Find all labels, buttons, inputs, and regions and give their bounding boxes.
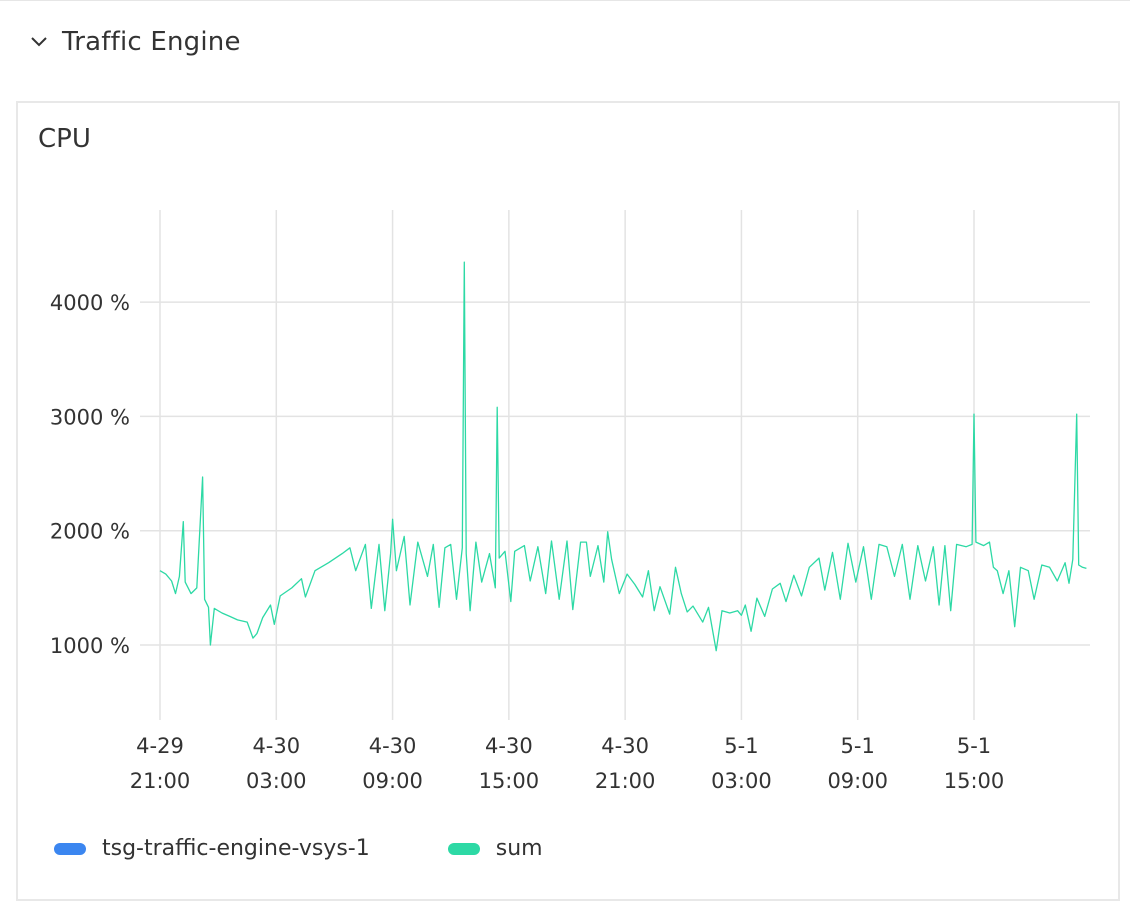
panel-title: CPU (38, 124, 91, 154)
section-title: Traffic Engine (62, 27, 241, 57)
x-tick-label-date: 5-1 (841, 734, 875, 758)
cpu-line-chart: 1000 % 2000 % 3000 % 4000 % 4-29 21:00 4-30 03:… (50, 210, 1090, 793)
grid-layer (140, 210, 1090, 720)
y-tick-label: 1000 % (50, 634, 130, 658)
series-layer (159, 261, 1087, 652)
x-tick-label-time: 09:00 (362, 769, 423, 793)
legend-item[interactable]: sum (447, 836, 543, 861)
x-tick-label-time: 21:00 (595, 769, 656, 793)
legend-swatch (447, 842, 480, 855)
x-tick-label-date: 4-30 (601, 734, 649, 758)
x-tick-label-date: 4-30 (369, 734, 417, 758)
legend-item[interactable]: tsg-traffic-engine-vsys-1 (54, 836, 370, 861)
x-tick-label-date: 5-1 (957, 734, 991, 758)
x-tick-label-time: 03:00 (711, 769, 772, 793)
section-header-traffic-engine[interactable]: Traffic Engine (28, 22, 241, 62)
axis-layer: 1000 % 2000 % 3000 % 4000 % 4-29 21:00 4-30 03:… (50, 291, 1004, 793)
top-divider (0, 0, 1130, 1)
x-tick-label-time: 15:00 (944, 769, 1005, 793)
chart-legend: tsg-traffic-engine-vsys-1 sum (54, 836, 621, 861)
x-tick-label-date: 4-30 (485, 734, 533, 758)
y-tick-label: 3000 % (50, 405, 130, 429)
chevron-down-icon[interactable] (28, 31, 50, 53)
x-tick-label-date: 4-30 (252, 734, 300, 758)
legend-swatch (54, 842, 86, 855)
x-tick-label-time: 03:00 (246, 769, 307, 793)
y-tick-label: 2000 % (50, 520, 130, 544)
series-line-sum[interactable] (159, 261, 1087, 652)
y-tick-label: 4000 % (50, 291, 130, 315)
x-tick-label-date: 4-29 (136, 734, 184, 758)
x-tick-label-time: 21:00 (130, 769, 191, 793)
x-tick-label-date: 5-1 (724, 734, 758, 758)
legend-label: sum (495, 836, 543, 861)
x-tick-label-time: 09:00 (827, 769, 888, 793)
x-tick-label-time: 15:00 (479, 769, 540, 793)
cpu-panel (16, 101, 1120, 901)
legend-label: tsg-traffic-engine-vsys-1 (102, 836, 370, 861)
